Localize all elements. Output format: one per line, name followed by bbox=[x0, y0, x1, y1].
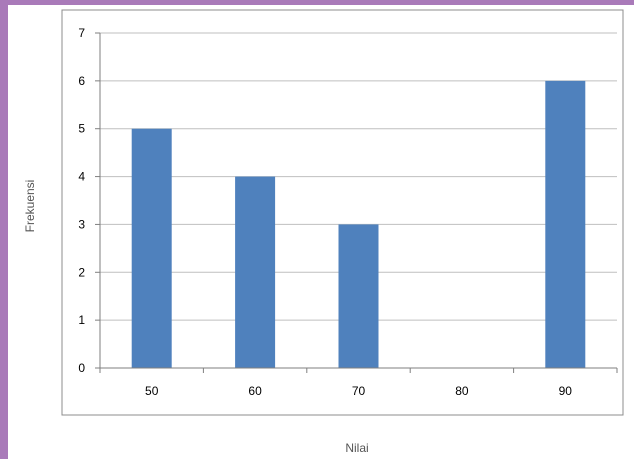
bars bbox=[131, 80, 586, 368]
x-tick-label: 60 bbox=[248, 384, 262, 398]
bar-90 bbox=[545, 80, 586, 368]
x-tick-labels: 50 60 70 80 90 bbox=[145, 384, 572, 398]
x-tick-label: 90 bbox=[559, 384, 573, 398]
bar-50 bbox=[131, 128, 172, 368]
y-tick-label: 3 bbox=[78, 217, 85, 231]
y-tick-labels: 0 1 2 3 4 5 6 7 bbox=[78, 26, 85, 375]
y-tick-label: 5 bbox=[78, 122, 85, 136]
y-tick-label: 0 bbox=[78, 361, 85, 375]
y-tick-label: 2 bbox=[78, 265, 85, 279]
y-tick-label: 1 bbox=[78, 313, 85, 327]
y-axis-title: Frekuensi bbox=[23, 180, 37, 233]
x-axis-title: Nilai bbox=[345, 441, 368, 455]
bar-60 bbox=[235, 176, 276, 368]
x-tick-label: 50 bbox=[145, 384, 159, 398]
x-tick-label: 70 bbox=[352, 384, 366, 398]
frame-left-border bbox=[0, 0, 8, 459]
bar-70 bbox=[338, 224, 379, 368]
y-tick-label: 4 bbox=[78, 170, 85, 184]
y-tick-label: 7 bbox=[78, 26, 85, 40]
frame-top-border bbox=[0, 0, 634, 5]
y-tick-label: 6 bbox=[78, 74, 85, 88]
x-tick-label: 80 bbox=[455, 384, 469, 398]
axes bbox=[95, 32, 618, 373]
